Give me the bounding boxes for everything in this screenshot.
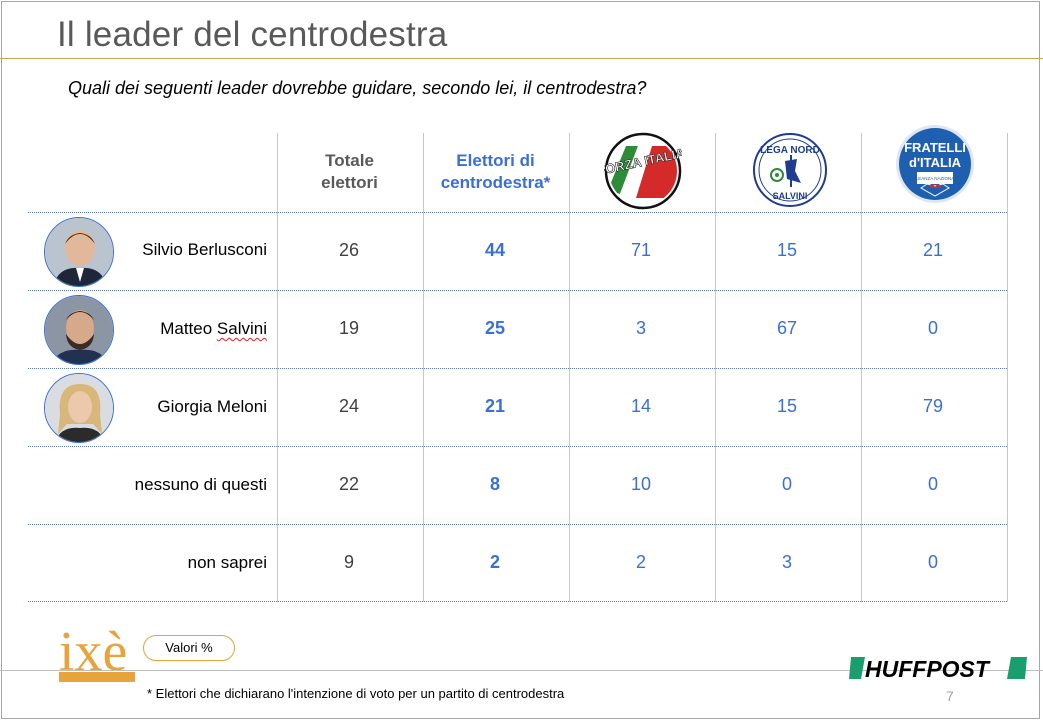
table-divider xyxy=(1007,133,1008,602)
svg-text:ALLEANZA NAZIONALE: ALLEANZA NAZIONALE xyxy=(910,176,960,181)
cell-salvini-totale: 19 xyxy=(338,318,360,338)
cell-berlusconi-fratelli-italia: 21 xyxy=(922,240,944,260)
survey-question: Quali dei seguenti leader dovrebbe guida… xyxy=(68,78,647,98)
table-divider xyxy=(423,133,424,602)
cell-non-saprei-lega-nord: 3 xyxy=(781,552,792,572)
svg-text:SALVINI: SALVINI xyxy=(773,191,808,201)
cell-meloni-totale: 24 xyxy=(338,396,360,416)
table-row-line xyxy=(28,601,1007,602)
table-row-line xyxy=(28,524,1007,525)
fratelli-italia-logo: FRATELLI d'ITALIA ALLEANZA NAZIONALE xyxy=(896,125,974,203)
berlusconi-photo xyxy=(44,217,114,287)
row-label-nessuno: nessuno di questi xyxy=(134,475,267,494)
table-row-line xyxy=(28,212,1007,213)
cell-berlusconi-centrodestra: 44 xyxy=(484,240,506,260)
table-divider xyxy=(715,133,716,602)
row-label-meloni: Giorgia Meloni xyxy=(157,397,267,416)
svg-text:FRATELLI: FRATELLI xyxy=(904,140,966,155)
cell-meloni-fratelli-italia: 79 xyxy=(922,396,944,416)
cell-nessuno-fratelli-italia: 0 xyxy=(927,474,938,494)
huffpost-logo: HUFFPOST xyxy=(849,656,1027,681)
table-divider xyxy=(277,133,278,602)
cell-meloni-centrodestra: 21 xyxy=(484,396,506,416)
values-unit-badge: Valori % xyxy=(143,635,235,661)
cell-nessuno-totale: 22 xyxy=(338,474,360,494)
column-header-centrodestra: Elettori di centrodestra* xyxy=(440,151,551,192)
cell-non-saprei-forza-italia: 2 xyxy=(635,552,646,572)
cell-berlusconi-totale: 26 xyxy=(338,240,360,260)
row-label-non-saprei: non saprei xyxy=(187,553,267,572)
cell-nessuno-lega-nord: 0 xyxy=(781,474,792,494)
footnote: * Elettori che dichiarano l'intenzione d… xyxy=(147,686,565,701)
cell-non-saprei-totale: 9 xyxy=(343,552,354,572)
cell-salvini-forza-italia: 3 xyxy=(635,318,646,338)
cell-salvini-centrodestra: 25 xyxy=(484,318,506,338)
cell-meloni-lega-nord: 15 xyxy=(776,396,798,416)
ixe-logo: ixè xyxy=(59,621,135,683)
footer-rule xyxy=(0,670,1043,671)
cell-nessuno-forza-italia: 10 xyxy=(630,474,652,494)
table-row-line xyxy=(28,446,1007,447)
table-row-line xyxy=(28,290,1007,291)
meloni-photo xyxy=(44,373,114,443)
cell-nessuno-centrodestra: 8 xyxy=(489,474,500,494)
lega-nord-logo: LEGA NORD SALVINI xyxy=(753,133,827,207)
cell-non-saprei-fratelli-italia: 0 xyxy=(927,552,938,572)
cell-salvini-lega-nord: 67 xyxy=(776,318,798,338)
salvini-photo xyxy=(44,295,114,365)
svg-text:d'ITALIA: d'ITALIA xyxy=(909,155,962,170)
svg-text:LEGA NORD: LEGA NORD xyxy=(760,145,820,156)
title-rule xyxy=(0,58,1043,59)
cell-salvini-fratelli-italia: 0 xyxy=(927,318,938,338)
svg-text:HUFFPOST: HUFFPOST xyxy=(865,656,991,681)
cell-berlusconi-lega-nord: 15 xyxy=(776,240,798,260)
row-label-berlusconi: Silvio Berlusconi xyxy=(142,240,267,259)
cell-berlusconi-forza-italia: 71 xyxy=(630,240,652,260)
slide-title: Il leader del centrodestra xyxy=(57,15,448,54)
table-divider xyxy=(861,133,862,602)
cell-meloni-forza-italia: 14 xyxy=(630,396,652,416)
table-row-line xyxy=(28,368,1007,369)
forza-italia-logo: FORZA ITALIA xyxy=(604,132,682,210)
cell-non-saprei-centrodestra: 2 xyxy=(489,552,500,572)
row-label-salvini: Matteo Salvini xyxy=(160,319,267,338)
page-number: 7 xyxy=(946,688,954,704)
column-header-totale: Totale elettori xyxy=(321,151,378,192)
table-divider xyxy=(569,133,570,602)
